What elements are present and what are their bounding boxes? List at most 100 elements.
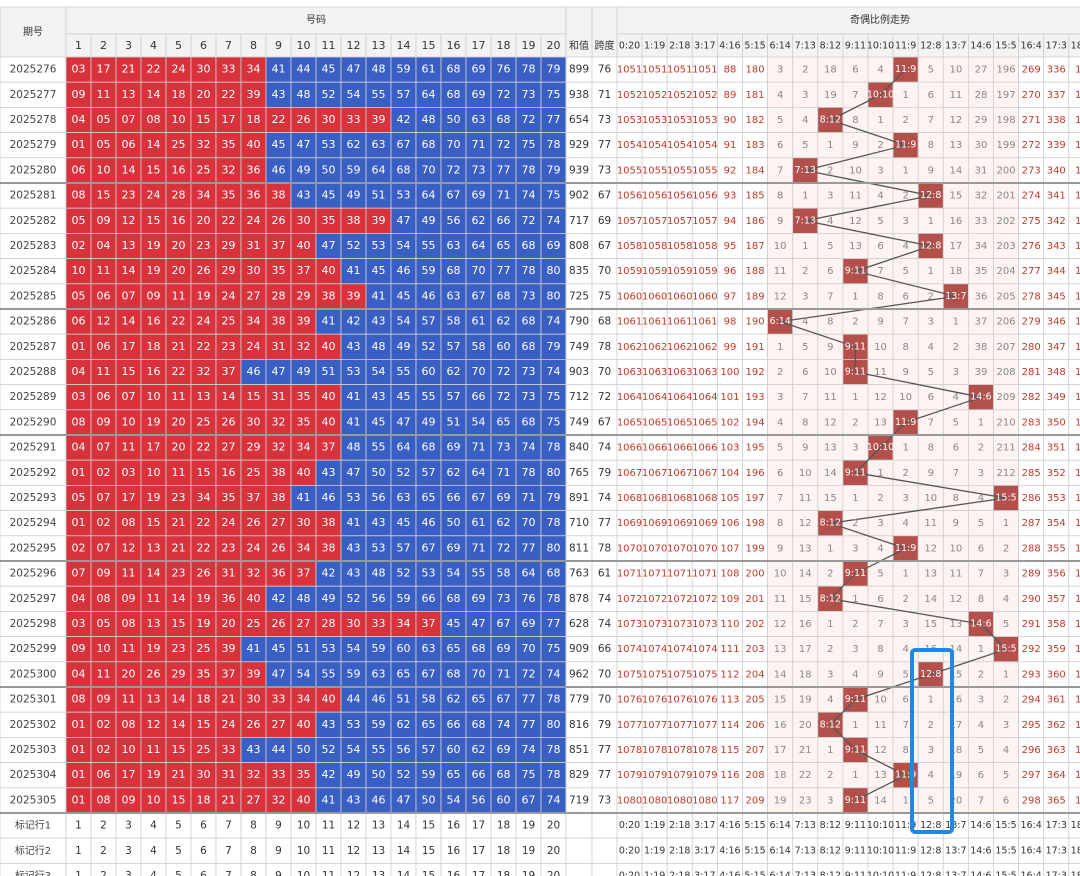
drawn-number: 06 [122,138,136,151]
miss-count: 364 [1047,770,1066,781]
miss-count: 10 [1075,770,1080,781]
miss-count: 31 [975,165,988,176]
number-cell [415,207,442,234]
miss-count: 10 [1075,720,1080,731]
drawn-number: 37 [222,365,236,378]
miss-count: 4 [852,669,858,680]
drawn-number: 30 [247,264,261,277]
miss-count: 281 [1022,367,1041,378]
footer-number: 3 [125,845,132,857]
miss-count: 207 [997,342,1016,353]
number-column-label: 2 [100,39,107,52]
ratio-cell [867,283,894,310]
issue-number: 2025278 [10,114,57,126]
cell [591,812,618,839]
miss-count: 291 [1022,619,1041,630]
drawn-number: 06 [97,340,111,353]
miss-count: 1064 [617,392,642,403]
ratio-cell [742,232,769,259]
miss-count: 7 [953,468,959,479]
footer-ratio: 10:10 [867,845,894,856]
miss-count: 1063 [692,367,717,378]
drawn-number: 71 [497,667,511,680]
miss-count: 1080 [667,795,692,806]
footer-ratio: 0:20 [619,820,640,831]
miss-count: 288 [1022,543,1041,554]
miss-count: 10 [1075,140,1080,151]
miss-count: 10 [1075,468,1080,479]
drawn-number: 43 [272,88,286,101]
footer-number: 15 [422,820,435,832]
hit-ratio: 8:12 [820,719,841,730]
drawn-number: 47 [472,617,486,630]
drawn-number: 46 [322,491,336,504]
miss-count: 1067 [617,468,642,479]
number-column-label: 14 [397,39,411,52]
drawn-number: 53 [397,189,411,202]
miss-count: 13 [874,770,887,781]
issue-number: 2025305 [10,794,57,806]
miss-count: 9 [852,140,858,151]
drawn-number: 69 [472,63,486,76]
drawn-number: 60 [397,642,411,655]
drawn-number: 04 [72,113,86,126]
drawn-number: 27 [222,441,236,454]
miss-count: 1062 [692,342,717,353]
drawn-number: 68 [522,315,536,328]
footer-ratio: 1:19 [644,871,665,876]
drawn-number: 69 [472,592,486,605]
miss-count: 12 [849,216,862,227]
footer-number: 7 [225,820,232,832]
drawn-number: 53 [372,541,386,554]
number-cell [515,358,542,385]
drawn-number: 47 [397,214,411,227]
miss-count: 36 [975,291,988,302]
footer-number: 9 [275,870,282,876]
miss-count: 15 [799,594,812,605]
drawn-number: 48 [297,592,311,605]
drawn-number: 45 [397,516,411,529]
number-cell [365,157,392,184]
miss-count: 211 [997,443,1016,454]
drawn-number: 03 [72,390,86,403]
drawn-number: 68 [447,264,461,277]
drawn-number: 34 [297,693,311,706]
miss-count: 338 [1047,115,1066,126]
drawn-number: 02 [97,466,111,479]
drawn-number: 75 [547,642,561,655]
drawn-number: 47 [297,138,311,151]
miss-count: 1072 [692,594,717,605]
ratio-cell [641,56,668,83]
miss-count: 365 [1047,795,1066,806]
miss-count: 10 [1075,165,1080,176]
issue-number: 2025293 [10,492,57,504]
miss-count: 184 [746,165,765,176]
issue-number: 2025283 [10,240,57,252]
drawn-number: 74 [522,189,536,202]
drawn-number: 62 [447,693,461,706]
miss-count: 4 [902,644,908,655]
miss-count: 3 [802,291,808,302]
drawn-number: 78 [547,768,561,781]
miss-count: 5 [877,569,883,580]
drawn-number: 43 [297,189,311,202]
ratio-cell [917,107,944,134]
miss-count: 1074 [642,644,667,655]
miss-count: 207 [746,745,765,756]
drawn-number: 10 [147,390,161,403]
footer-number: 12 [347,870,360,876]
miss-count: 1 [852,493,858,504]
miss-count: 97 [724,291,737,302]
ratio-column-label: 18:2 [1071,41,1080,52]
miss-count: 287 [1022,518,1041,529]
drawn-number: 65 [422,491,436,504]
miss-count: 5 [928,795,934,806]
miss-count: 7 [877,266,883,277]
drawn-number: 38 [322,289,336,302]
drawn-number: 80 [547,718,561,731]
number-cell [315,107,342,134]
drawn-number: 70 [522,516,536,529]
miss-count: 206 [997,317,1016,328]
drawn-number: 53 [347,365,361,378]
ratio-cell [1068,56,1080,83]
